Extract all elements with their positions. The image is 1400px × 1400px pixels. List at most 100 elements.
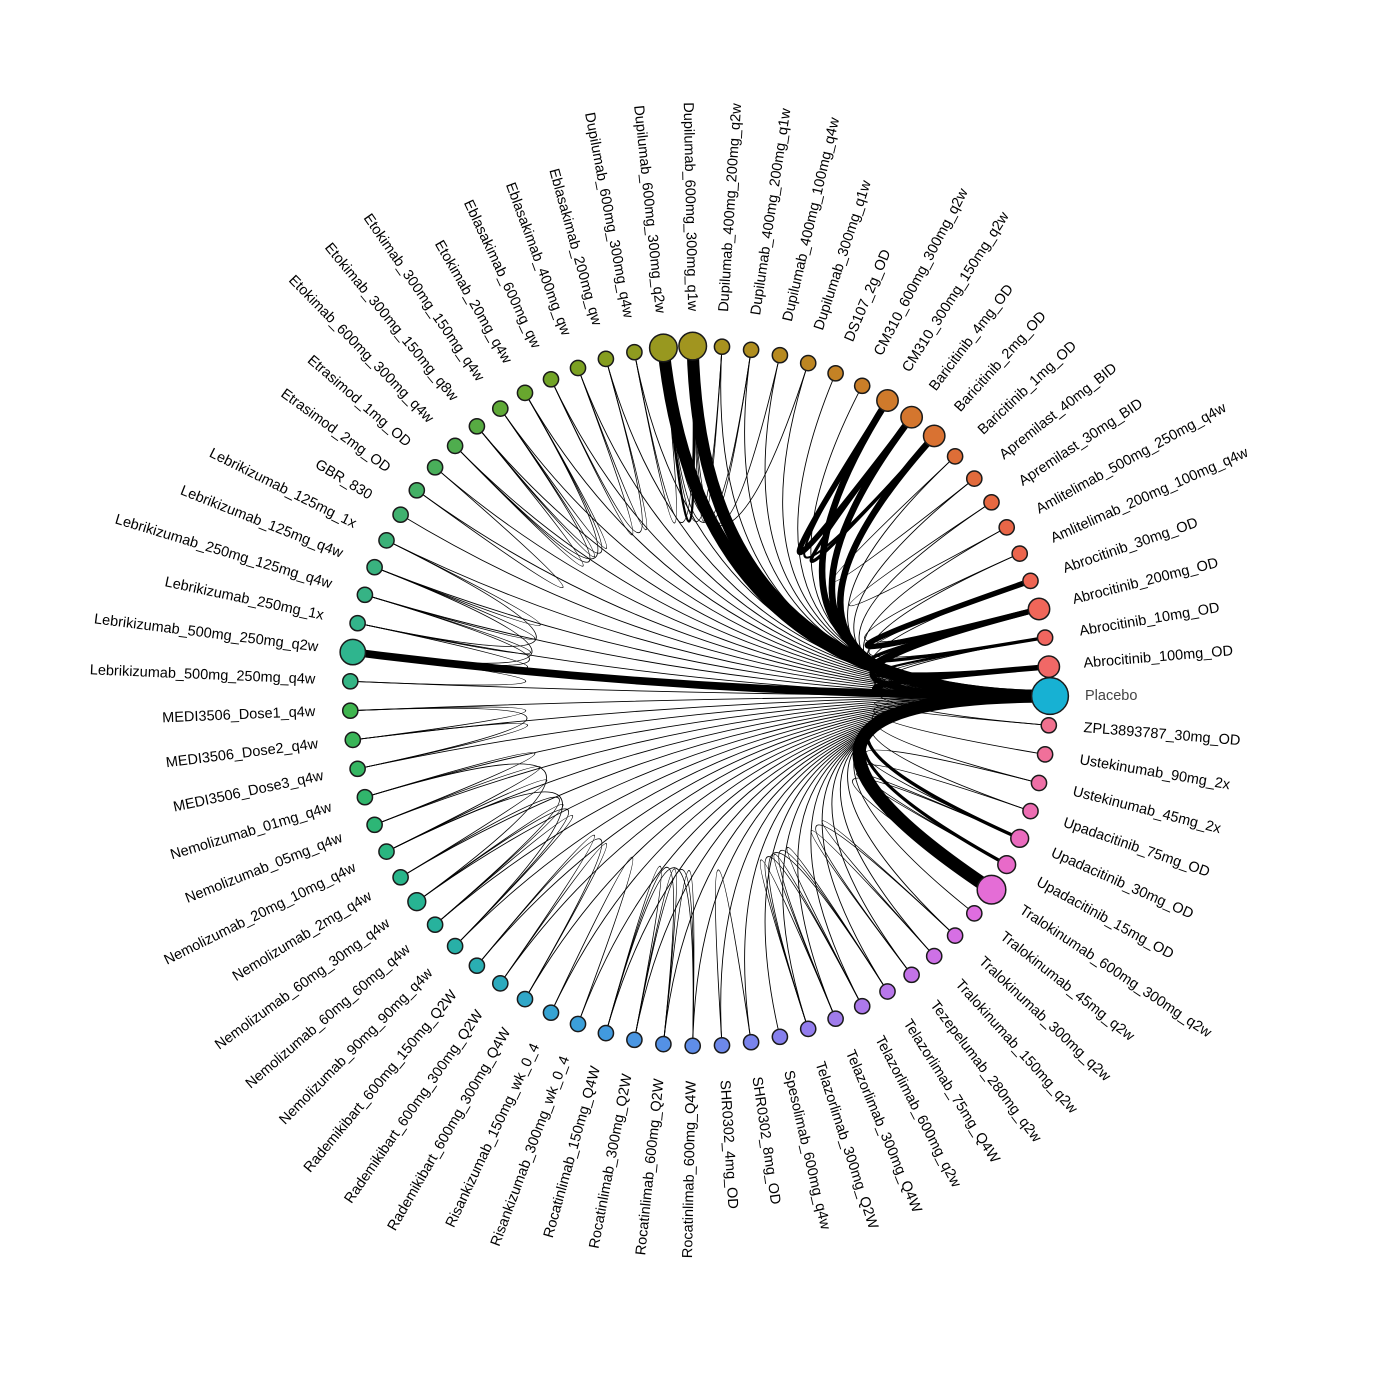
edge-eblasakimab-600mg-qw-eblasakimab-200mg-qw (550, 358, 643, 534)
edge-nemolizumab-60mg-60mg-q4w-nemolizumab-2mg-q4w (400, 796, 560, 926)
node-ustekinumab-90mg-2x (1036, 746, 1054, 763)
edge-dupilumab-600mg-300mg-q1w-dupilumab-400mg-200mg-q1w (692, 346, 752, 523)
node-eblasakimab-400mg-qw (569, 359, 587, 377)
node-cm310-600mg-300mg-q2w (853, 377, 871, 395)
label-lebrikizumab-250mg-125mg-q4w: Lebrikizumab_250mg_125mg_q4w (113, 512, 334, 593)
node-ustekinumab-45mg-2x (1030, 774, 1048, 792)
node-medi3506-dose2-q4w (344, 731, 362, 749)
edge-lebrikizumab-250mg-1x-lebrikizumab-250mg-125mg-q4w (357, 594, 532, 655)
node-dupilumab-400mg-200mg-q1w (742, 341, 760, 359)
edge-dupilumab-600mg-300mg-q1w-dupilumab-400mg-200mg-q2w (692, 346, 723, 522)
node-amlitelimab-200mg-100mg-q4w (1011, 545, 1029, 562)
node-abrocitinib-10mg-od (1036, 629, 1054, 646)
node-nemolizumab-90mg-90mg-q4w (446, 937, 464, 955)
node-apremilast-40mg-bid (965, 470, 983, 487)
edge-medi3506-dose3-q4w-medi3506-dose1-q4w (350, 707, 528, 770)
label-baricitinib-4mg-od: Baricitinib_4mg_OD (926, 282, 1017, 394)
edge-nemolizumab-90mg-90mg-q4w-nemolizumab-20mg-10mg-q4w (386, 791, 563, 947)
edge-telazorlimab-75mg-q4w-telazorlimab-300mg-q2w (768, 852, 888, 1030)
edge-abrocitinib-10mg-od-abrocitinib-100mg-od (872, 636, 1049, 678)
node-nemolizumab-01mg-q4w (356, 788, 374, 806)
edge-rademikibart-600mg-300mg-q2w-rademikibart-600mg-150mg-q2w (476, 834, 595, 984)
edge-placebo-nemolizumab-60mg-30mg-q4w (416, 695, 1051, 903)
label-dupilumab-600mg-300mg-q2w: Dupilumab_600mg_300mg_q2w (630, 105, 668, 315)
label-etrasimod-1mg-od: Etrasimod_1mg_OD (304, 352, 414, 450)
edge-nemolizumab-60mg-60mg-q4w-nemolizumab-60mg-30mg-q4w (416, 804, 564, 926)
node-lebrikizumab-250mg-1x (349, 614, 366, 632)
node-etokimab-20mg-q4w (516, 384, 534, 402)
node-risankizumab-300mg-wk-0-4 (569, 1015, 587, 1033)
node-cm310-300mg-150mg-q2w (876, 389, 899, 412)
edge-etokimab-600mg-300mg-q4w-etokimab-300mg-150mg-q4w (454, 408, 591, 563)
edge-placebo-tralokinumab-300mg-q2w (847, 695, 1051, 936)
node-baricitinib-1mg-od (946, 448, 964, 465)
node-baricitinib-2mg-od (922, 424, 946, 448)
edge-dupilumab-600mg-300mg-q2w-dupilumab-300mg-q1w (662, 347, 809, 527)
edge-rocatinlimab-600mg-q2w-rocatinlimab-300mg-q2w (633, 868, 677, 1045)
label-zpl3893787-30mg-od: ZPL3893787_30mg_OD (1083, 720, 1241, 749)
edge-lebrikizumab-250mg-1x-lebrikizumab-125mg-1x (357, 539, 537, 647)
node-lebrikizumab-500mg-250mg-q4w (341, 672, 359, 690)
node-telazorlimab-300mg-q2w (799, 1020, 817, 1038)
edge-ustekinumab-45mg-2x-upadacitinib-30mg-od (864, 749, 1040, 839)
edge-etokimab-600mg-300mg-q4w-etokimab-300mg-150mg-q8w (454, 426, 584, 567)
edge-nemolizumab-2mg-q4w-nemolizumab-20mg-10mg-q4w (386, 779, 548, 878)
node-zpl3893787-30mg-od (1040, 716, 1058, 734)
edge-tralokinumab-150mg-q2w-tezepelumab-280mg-q2w (810, 830, 935, 976)
edge-dupilumab-600mg-300mg-q2w-dupilumab-400mg-200mg-q1w (662, 347, 752, 523)
edge-lebrikizumab-125mg-q4w-lebrikizumab-125mg-1x (374, 539, 541, 626)
node-telazorlimab-300mg-q4w (827, 1010, 844, 1028)
label-telazorlimab-600mg-q2w: Telazorlimab_600mg_q2w (871, 1033, 963, 1190)
label-upadacitinib-15mg-od: Upadacitinib_15mg_OD (1034, 874, 1177, 962)
node-tralokinumab-600mg-300mg-q2w (976, 874, 1007, 905)
edge-nemolizumab-90mg-90mg-q4w-nemolizumab-60mg-30mg-q4w (416, 808, 570, 947)
node-nemolizumab-60mg-60mg-q4w (426, 916, 444, 934)
node-spesolimab-600mg-q4w (771, 1028, 789, 1046)
label-placebo: Placebo (1085, 688, 1137, 704)
edge-upadacitinib-30mg-od-tralokinumab-600mg-300mg-q2w (852, 777, 1020, 891)
label-nemolizumab-2mg-q4w: Nemolizumab_2mg_q4w (230, 888, 375, 985)
node-apremilast-30mg-bid (983, 493, 1000, 511)
node-telazorlimab-75mg-q4w (879, 983, 896, 1000)
edge-etokimab-300mg-150mg-q4w-etokimab-20mg-q4w (499, 392, 608, 549)
node-dupilumab-400mg-200mg-q2w (713, 338, 731, 356)
edge-nemolizumab-90mg-90mg-q4w-nemolizumab-60mg-60mg-q4w (434, 815, 574, 947)
label-apremilast-30mg-bid: Apremilast_30mg_BID (1016, 396, 1146, 490)
label-dupilumab-400mg-200mg-q2w: Dupilumab_400mg_200mg_q2w (716, 102, 745, 312)
edge-rocatinlimab-300mg-q2w-rocatinlimab-150mg-q4w (605, 865, 662, 1040)
label-baricitinib-2mg-od: Baricitinib_2mg_OD (952, 309, 1050, 416)
node-shr0302-8mg-od (742, 1033, 760, 1051)
edge-nemolizumab-60mg-30mg-q4w-nemolizumab-01mg-q4w (364, 763, 547, 903)
edge-placebo-rademikibart-600mg-150mg-q2w (476, 695, 1051, 966)
edge-risankizumab-300mg-wk-0-4-risankizumab-150mg-wk-0-4 (550, 856, 634, 1025)
edge-nemolizumab-05mg-q4w-nemolizumab-01mg-q4w (364, 752, 536, 826)
edge-placebo-nemolizumab-60mg-60mg-q4w (434, 695, 1051, 926)
edge-etokimab-600mg-300mg-q4w-etokimab-20mg-q4w (454, 392, 599, 560)
edge-apremilast-30mg-bid-amlitelimab-500mg-250mg-q4w (849, 501, 1007, 607)
node-lebrikizumab-500mg-250mg-q2w (339, 638, 367, 666)
node-medi3506-dose3-q4w (349, 760, 366, 778)
label-etrasimod-2mg-od: Etrasimod_2mg_OD (278, 386, 394, 476)
node-nemolizumab-20mg-10mg-q4w (378, 843, 395, 860)
edge-telazorlimab-75mg-q4w-telazorlimab-300mg-q4w (778, 849, 888, 1019)
edge-rocatinlimab-600mg-q4w-rocatinlimab-150mg-q4w (605, 867, 694, 1046)
edge-tralokinumab-300mg-q2w-tralokinumab-150mg-q2w (821, 820, 956, 957)
edge-placebo-nemolizumab-2mg-q4w (400, 695, 1051, 878)
node-upadacitinib-30mg-od (1010, 828, 1030, 849)
node-upadacitinib-75mg-od (1022, 802, 1039, 820)
node-dupilumab-400mg-100mg-q4w (771, 346, 789, 364)
node-nemolizumab-2mg-q4w (392, 868, 409, 886)
edge-rademikibart-600mg-300mg-q4w-rademikibart-600mg-300mg-q2w (499, 843, 608, 1000)
edge-etokimab-300mg-150mg-q8w-etokimab-20mg-q4w (476, 392, 603, 554)
node-eblasakimab-200mg-qw (597, 350, 615, 368)
node-abrocitinib-200mg-od (1027, 597, 1051, 621)
node-rocatinlimab-600mg-q4w (684, 1037, 702, 1055)
node-rocatinlimab-150mg-q4w (597, 1024, 615, 1042)
edge-placebo-risankizumab-300mg-wk-0-4 (577, 695, 1051, 1025)
node-rocatinlimab-300mg-q2w (626, 1031, 643, 1049)
edge-upadacitinib-75mg-od-upadacitinib-15mg-od (858, 764, 1031, 865)
edge-lebrikizumab-500mg-250mg-q4w-lebrikizumab-500mg-250mg-q2w (350, 651, 527, 686)
edge-dupilumab-600mg-300mg-q1w-dupilumab-400mg-100mg-q4w (692, 346, 781, 524)
edge-medi3506-dose2-q4w-medi3506-dose1-q4w (350, 706, 527, 741)
